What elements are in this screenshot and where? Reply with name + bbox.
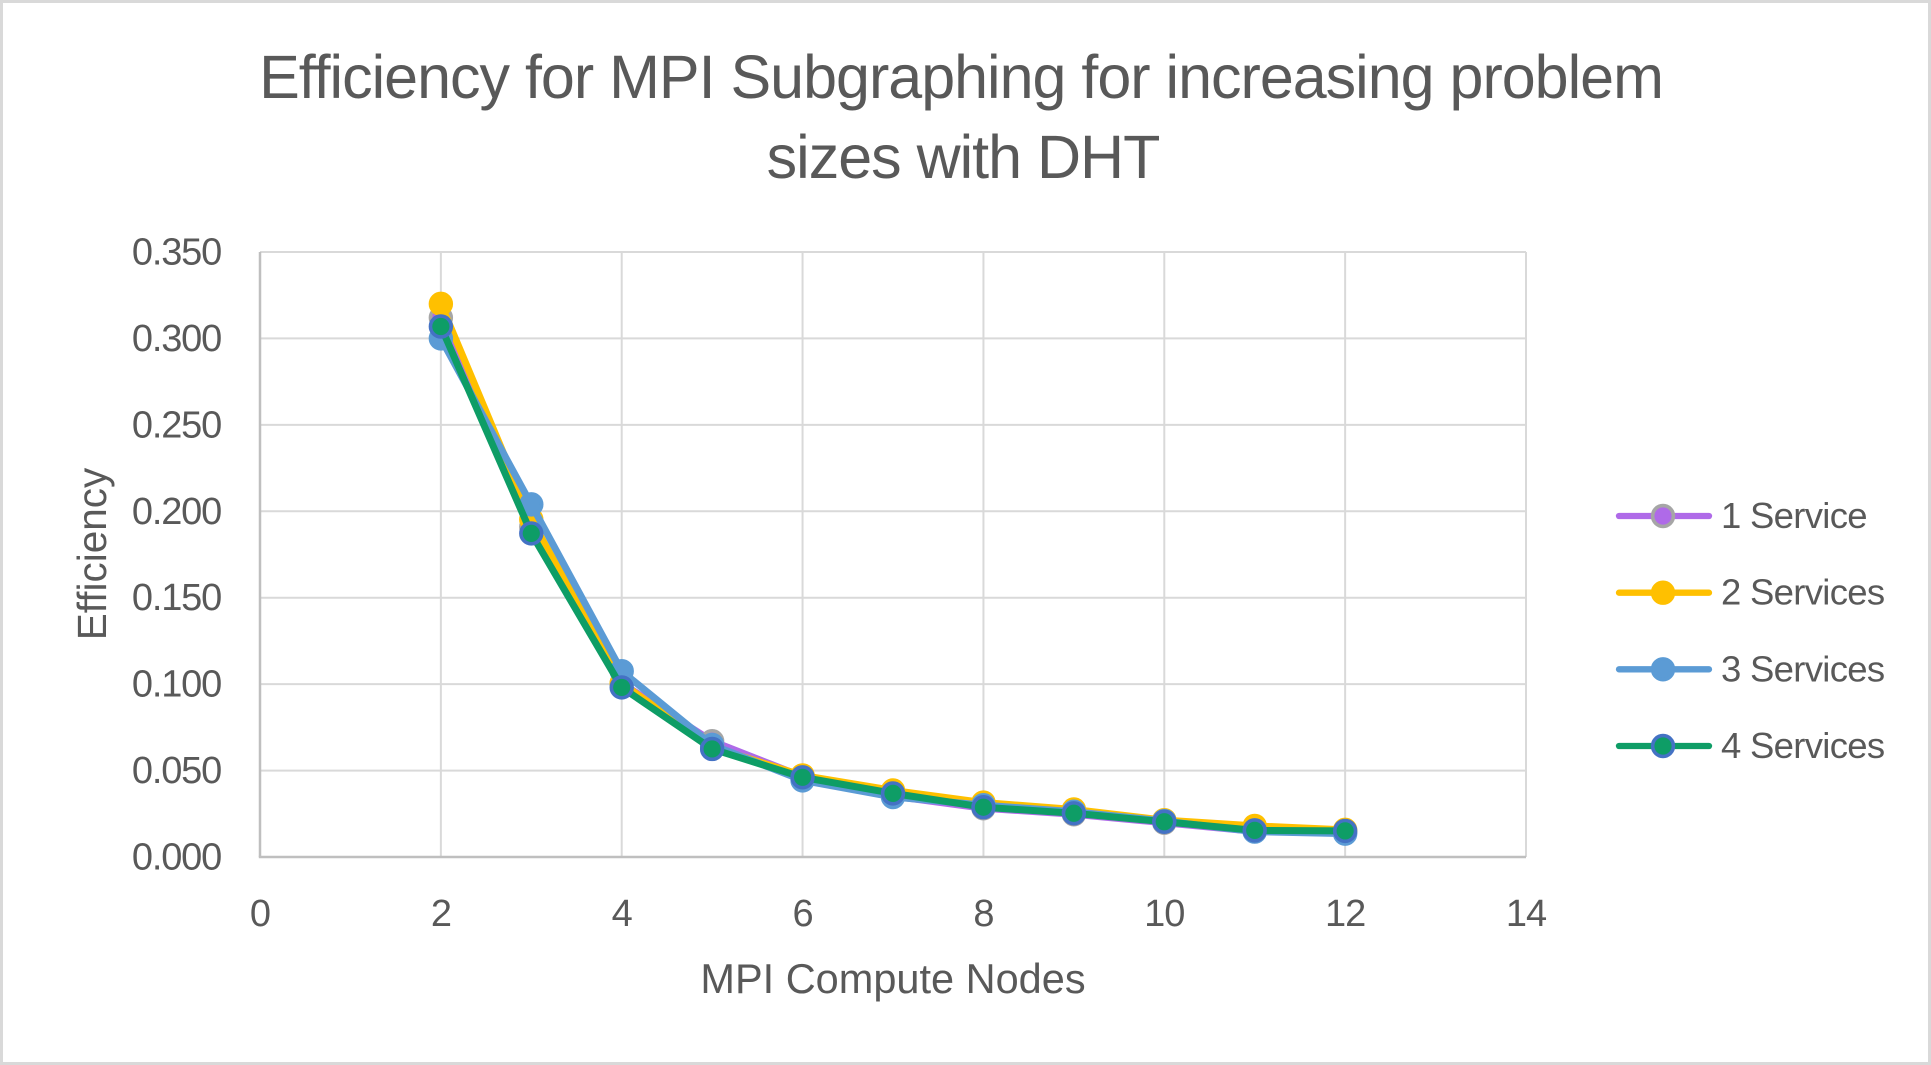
svg-text:14: 14 — [1506, 893, 1547, 935]
svg-text:0.300: 0.300 — [132, 318, 221, 360]
svg-text:0.100: 0.100 — [132, 664, 221, 706]
svg-text:0.000: 0.000 — [132, 837, 221, 879]
svg-text:Efficiency: Efficiency — [69, 467, 115, 640]
svg-text:0.050: 0.050 — [132, 750, 221, 792]
svg-text:MPI Compute Nodes: MPI Compute Nodes — [700, 955, 1085, 1002]
svg-text:4: 4 — [612, 893, 633, 935]
svg-text:10: 10 — [1144, 893, 1184, 935]
svg-text:4 Services: 4 Services — [1721, 725, 1884, 766]
svg-text:0.200: 0.200 — [132, 491, 221, 533]
svg-text:8: 8 — [973, 893, 993, 935]
svg-text:0: 0 — [250, 893, 270, 935]
svg-text:sizes with DHT: sizes with DHT — [767, 123, 1160, 191]
svg-text:0.150: 0.150 — [132, 577, 221, 619]
svg-text:Efficiency for MPI Subgraphing: Efficiency for MPI Subgraphing for incre… — [259, 43, 1663, 111]
svg-text:2: 2 — [431, 893, 451, 935]
svg-text:2 Services: 2 Services — [1721, 572, 1884, 613]
svg-text:6: 6 — [793, 893, 813, 935]
svg-text:1 Service: 1 Service — [1721, 495, 1867, 536]
svg-text:12: 12 — [1325, 893, 1365, 935]
svg-text:0.350: 0.350 — [132, 232, 221, 274]
svg-text:0.250: 0.250 — [132, 404, 221, 446]
svg-text:3 Services: 3 Services — [1721, 648, 1884, 689]
